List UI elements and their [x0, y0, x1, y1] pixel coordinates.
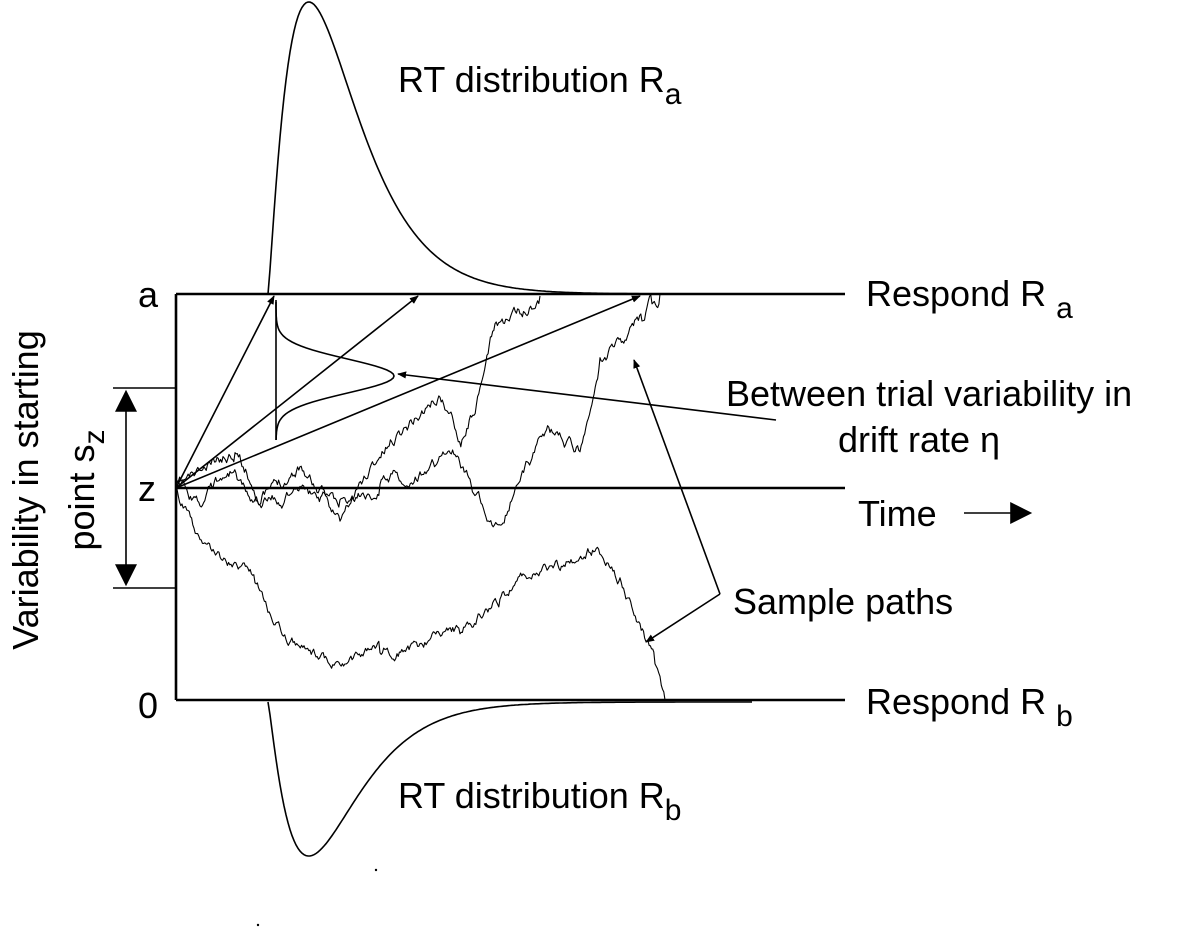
rt-distribution-b-label: RT distribution Rb — [398, 775, 681, 827]
rt-distribution-b-curve — [267, 701, 752, 857]
time-label: Time — [858, 493, 937, 534]
sample-path-pointer-upper — [633, 359, 721, 595]
rt-distribution-a-label: RT distribution Ra — [398, 59, 682, 111]
sample-path-upper-late — [175, 293, 661, 528]
sample-paths-label: Sample paths — [733, 581, 953, 622]
sample-path-lower — [175, 483, 666, 701]
sample-path-pointer-lower — [645, 593, 721, 643]
stray-dot — [256, 923, 260, 927]
between-trial-label-line2: drift rate η — [838, 419, 1000, 460]
drift-rate-distribution-curve — [275, 302, 395, 441]
drift-arrow-medium — [175, 295, 419, 489]
drift-arrow-shallow — [175, 295, 641, 489]
variability-label-line2: point sz — [61, 429, 111, 550]
drift-arrow-steep — [175, 295, 275, 489]
boundary-a-label: a — [138, 274, 159, 315]
variability-label-line1: Variability in starting — [5, 330, 46, 649]
start-z-label: z — [138, 468, 156, 509]
between-trial-label-line1: Between trial variability in — [726, 373, 1132, 414]
boundary-0-label: 0 — [138, 685, 158, 726]
stray-dot — [374, 868, 378, 872]
between-trial-pointer — [397, 371, 777, 421]
variability-label: Variability in starting point sz — [5, 330, 111, 649]
sample-path-upper-early — [175, 295, 541, 522]
rt-distribution-a-curve — [267, 1, 752, 295]
